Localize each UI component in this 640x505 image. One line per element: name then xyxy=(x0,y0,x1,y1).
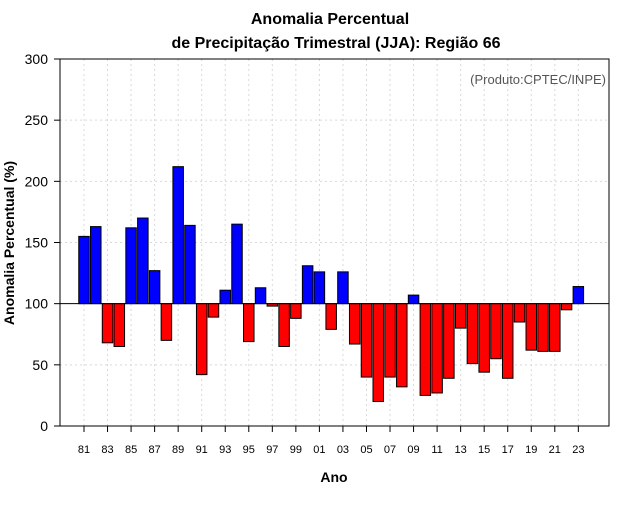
chart-title-line-1: Anomalia Percentual xyxy=(251,11,409,28)
bar-2013 xyxy=(454,303,467,329)
x-tick-label: 97 xyxy=(266,444,278,456)
bar-2007 xyxy=(384,303,396,378)
bar-2012 xyxy=(443,303,455,379)
x-tick-label: 19 xyxy=(525,444,537,456)
bar-2019 xyxy=(525,303,538,351)
x-tick-label: 17 xyxy=(502,444,514,456)
x-tick-label: 07 xyxy=(384,444,396,456)
bar-2000 xyxy=(301,265,314,305)
y-tick-label: 300 xyxy=(25,51,49,67)
bar-2002 xyxy=(325,303,337,330)
bar-1992 xyxy=(207,303,220,318)
bar-2021 xyxy=(549,303,561,352)
x-tick-label: 87 xyxy=(148,444,160,456)
bar-1982 xyxy=(90,226,102,305)
bar-1987 xyxy=(148,270,161,305)
x-tick-label: 89 xyxy=(172,444,184,456)
x-tick-label: 99 xyxy=(290,444,302,456)
bar-1989 xyxy=(172,166,184,305)
y-tick-label: 50 xyxy=(32,357,48,373)
x-tick-label: 11 xyxy=(431,444,442,456)
bar-2017 xyxy=(501,303,514,379)
bar-1993 xyxy=(219,289,231,305)
bar-1983 xyxy=(101,303,114,344)
bar-2003 xyxy=(337,271,349,305)
bar-1994 xyxy=(231,223,243,305)
bar-2005 xyxy=(360,303,373,378)
x-tick-label: 83 xyxy=(101,444,113,456)
x-tick-label: 85 xyxy=(125,444,137,456)
bar-2008 xyxy=(396,303,408,388)
x-tick-label: 09 xyxy=(407,444,419,456)
bar-2016 xyxy=(490,303,502,360)
x-tick-label: 95 xyxy=(243,444,255,456)
source-annotation: (Produto:CPTEC/INPE) xyxy=(470,72,606,87)
x-tick-label: 21 xyxy=(549,444,561,456)
bar-1990 xyxy=(184,224,196,305)
bar-2001 xyxy=(313,271,326,305)
x-tick-label: 23 xyxy=(572,444,584,456)
bar-2020 xyxy=(537,303,549,352)
x-tick-label: 91 xyxy=(196,444,208,456)
bar-1985 xyxy=(125,227,137,305)
y-tick-label: 0 xyxy=(40,418,48,434)
bar-1991 xyxy=(195,303,208,376)
y-tick-label: 100 xyxy=(25,296,49,312)
bars xyxy=(78,166,585,403)
bar-2015 xyxy=(478,303,490,373)
x-tick-label: 05 xyxy=(360,444,372,456)
bar-1995 xyxy=(243,303,255,343)
bar-2006 xyxy=(372,303,384,403)
x-tick-label: 03 xyxy=(337,444,349,456)
x-axis-title: Ano xyxy=(320,469,347,485)
bar-2011 xyxy=(431,303,443,394)
y-tick-label: 200 xyxy=(25,173,49,189)
y-axis-title: Anomalia Percentual (%) xyxy=(1,161,17,325)
bar-2014 xyxy=(466,303,479,365)
chart-title-line-2: de Precipitação Trimestral (JJA): Região… xyxy=(171,35,500,52)
x-tick-label: 15 xyxy=(478,444,490,456)
bar-1984 xyxy=(113,303,126,347)
y-axis: 0 50 100 150 200 250 300 xyxy=(25,51,60,434)
bar-1981 xyxy=(78,235,90,305)
bar-1988 xyxy=(160,303,173,341)
bar-2018 xyxy=(513,303,526,323)
bar-2009 xyxy=(407,294,420,305)
x-tick-label: 81 xyxy=(78,444,90,456)
bar-1986 xyxy=(137,217,149,305)
bar-1998 xyxy=(278,303,290,347)
x-tick-label: 13 xyxy=(455,444,467,456)
bar-1996 xyxy=(254,287,267,305)
bar-1999 xyxy=(290,303,302,319)
x-tick-label: 01 xyxy=(313,444,325,456)
y-tick-label: 150 xyxy=(25,235,49,251)
y-tick-label: 250 xyxy=(25,112,49,128)
bar-2023 xyxy=(572,286,585,305)
x-axis: 81 83 85 87 89 91 93 95 97 99 01 03 05 07 09 11 13 15 17 19… xyxy=(78,426,584,456)
bar-2022 xyxy=(560,303,573,311)
bar-2010 xyxy=(419,303,432,396)
bar-2004 xyxy=(348,303,361,345)
x-tick-label: 93 xyxy=(219,444,231,456)
